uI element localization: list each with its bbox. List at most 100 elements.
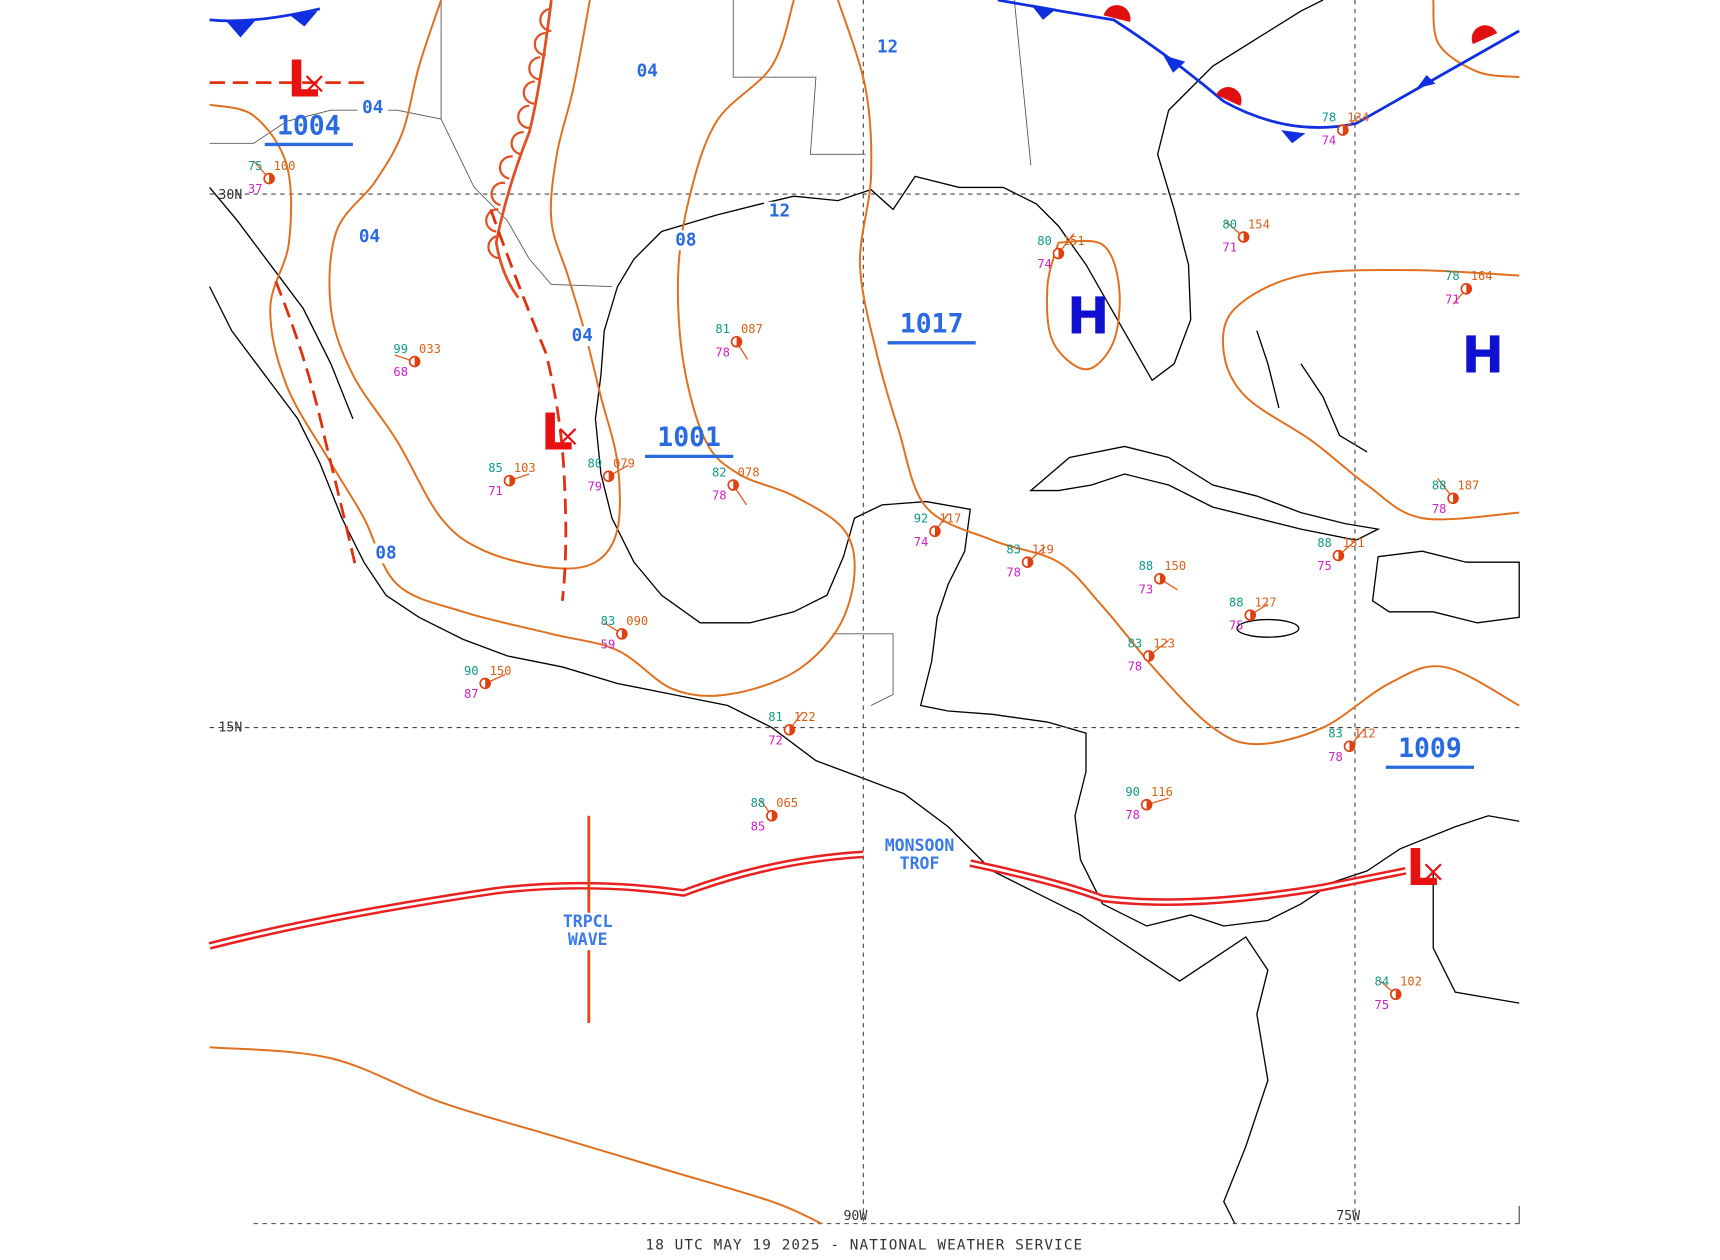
station-cover	[771, 810, 777, 821]
border	[209, 109, 442, 144]
isobar	[1432, 0, 1520, 79]
station-cover	[1395, 989, 1401, 1000]
station-dewpoint: 74	[1037, 257, 1052, 271]
isobar-label-bg	[872, 37, 903, 58]
station-dewpoint: 78	[715, 345, 730, 359]
isobar-label: 08	[675, 230, 696, 250]
station-dewpoint: 75	[1317, 559, 1332, 573]
lon-label: 90W	[843, 1209, 867, 1224]
station-dewpoint: 74	[1322, 134, 1337, 148]
center-symbol: L	[541, 402, 573, 461]
isobar-label-bg	[764, 201, 795, 222]
station-cover	[1349, 741, 1355, 752]
station-cover	[789, 724, 795, 735]
station-temp: 75	[248, 159, 263, 173]
coastline	[209, 186, 354, 420]
station-temp: 88	[1229, 595, 1244, 609]
isobars	[209, 0, 1520, 1225]
station-temp: 83	[1006, 543, 1021, 557]
station-temp: 83	[1128, 636, 1143, 650]
station-dewpoint: 59	[601, 637, 616, 651]
surface-trough	[274, 280, 357, 565]
isobar-label: 04	[572, 326, 593, 346]
station-temp: 81	[768, 710, 783, 724]
station-dewpoint: 73	[1139, 582, 1154, 596]
station-cover	[1453, 493, 1459, 504]
station-pressure: 154	[1248, 217, 1270, 231]
center-symbol: H	[1462, 325, 1504, 384]
center-symbol: L	[287, 50, 319, 109]
station-plots: 88 187 78 88 127 75 83 123 78 83 112 78 90 116 78 88 065…	[248, 110, 1493, 1011]
station-dewpoint: 78	[1328, 750, 1343, 764]
footer: 18 UTC MAY 19 2025 - NATIONAL WEATHER SE…	[646, 1238, 1084, 1254]
isobar-label: 12	[877, 37, 898, 57]
surface-trough	[489, 208, 568, 601]
station-dewpoint: 37	[248, 182, 263, 196]
station-cover	[1159, 573, 1165, 584]
station-dewpoint: 74	[914, 535, 929, 549]
station-pressure: 116	[1151, 785, 1173, 799]
isobar-label-bg	[631, 61, 663, 82]
station-pressure: 119	[1032, 543, 1054, 557]
monsoon-trough-gap	[209, 852, 1406, 948]
station-cover	[736, 336, 742, 347]
station-cover	[1148, 650, 1154, 661]
station-dewpoint: 79	[587, 480, 602, 494]
center-pressure: 1004	[277, 110, 341, 141]
station-temp: 80	[1222, 217, 1237, 231]
station-temp: 83	[1328, 727, 1343, 741]
center-x	[305, 75, 323, 93]
station-temp: 81	[715, 322, 730, 336]
station-pressure: 150	[490, 664, 512, 678]
monsoon-label: MONSOON	[885, 836, 955, 855]
station-cover	[1243, 232, 1249, 242]
isobar-label: 12	[769, 202, 790, 222]
station-dewpoint: 85	[751, 819, 766, 833]
station-dewpoint: 78	[1432, 502, 1447, 516]
border	[832, 633, 894, 706]
station-pressure: 079	[613, 457, 635, 471]
monsoon-label: TROF	[900, 854, 940, 873]
station-pressure: 102	[1400, 975, 1422, 989]
isobar-label: 08	[375, 543, 396, 563]
station-pressure: 117	[939, 512, 961, 526]
station-temp: 88	[1139, 559, 1154, 573]
station-cover	[1466, 283, 1472, 294]
station-dewpoint: 72	[768, 733, 783, 747]
station-temp: 84	[1375, 975, 1390, 989]
station-cover	[509, 475, 515, 486]
coastlines	[209, 0, 1520, 1224]
center-x	[559, 428, 577, 446]
station-pressure: 065	[776, 796, 798, 810]
wave-label: TRPCL	[563, 912, 613, 931]
station-cover	[1058, 248, 1064, 259]
station-cover	[733, 480, 739, 490]
station-pressure: 151	[1343, 536, 1365, 550]
center-symbol: H	[1067, 287, 1109, 346]
cuba	[1029, 445, 1381, 541]
station-temp: 83	[601, 614, 616, 628]
station-dewpoint: 78	[1006, 566, 1021, 580]
station-temp: 80	[1037, 234, 1052, 248]
station-dewpoint: 87	[464, 687, 479, 701]
station-temp: 88	[751, 796, 766, 810]
dry-line-scallops	[485, 7, 552, 260]
station-pressure: 112	[1354, 727, 1376, 741]
isobar-label-bg	[357, 98, 389, 118]
station-dewpoint: 71	[1222, 241, 1237, 255]
border	[1013, 0, 1032, 166]
graticule: 30N 15N 90W 75W	[209, 0, 1520, 1225]
station-temp: 78	[1445, 269, 1460, 283]
dry-line	[494, 0, 553, 299]
isobar-label-bg	[670, 230, 702, 251]
isobar-label-bg	[566, 326, 598, 347]
station-cover	[1338, 550, 1344, 561]
station-pressure: 100	[274, 159, 296, 173]
station-pressure: 103	[514, 461, 536, 475]
station-dewpoint: 71	[488, 484, 503, 498]
isobar	[1221, 269, 1520, 521]
station-pressure: 087	[741, 322, 763, 336]
